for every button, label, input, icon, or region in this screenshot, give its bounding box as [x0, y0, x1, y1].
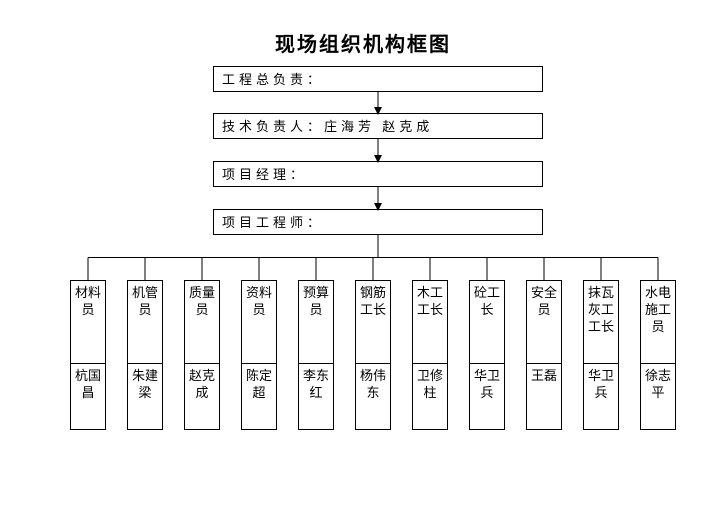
leaf-role: 砼工长 — [470, 285, 504, 363]
leaf-role: 安全员 — [527, 285, 561, 363]
leaf-role: 机管员 — [128, 285, 162, 363]
leaf-role: 钢筋工长 — [356, 285, 390, 363]
leaf-box: 砼工长 华卫兵 — [469, 280, 505, 430]
leaf-box: 机管员 朱建梁 — [127, 280, 163, 430]
leaf-role: 预算员 — [299, 285, 333, 363]
leaf-box: 质量员 赵克成 — [184, 280, 220, 430]
leaf-role: 抹瓦灰工工长 — [584, 285, 618, 363]
leaf-box: 材料员 杭国昌 — [70, 280, 106, 430]
leaf-name: 华卫兵 — [470, 364, 504, 420]
leaf-role: 材料员 — [71, 285, 105, 363]
level-box-1: 技术负责人：庄海芳 赵克成 — [213, 113, 543, 139]
leaf-box: 资料员 陈定超 — [241, 280, 277, 430]
page-title: 现场组织机构框图 — [0, 28, 726, 57]
leaf-box: 水电施工员 徐志平 — [640, 280, 676, 430]
leaf-role: 水电施工员 — [641, 285, 675, 363]
leaf-name: 李东红 — [299, 364, 333, 420]
level-box-0: 工程总负责： — [213, 66, 543, 92]
level-box-3: 项目工程师： — [213, 209, 543, 235]
leaf-name: 陈定超 — [242, 364, 276, 420]
leaf-name: 杨伟东 — [356, 364, 390, 420]
leaf-role: 资料员 — [242, 285, 276, 363]
leaf-name: 卫修柱 — [413, 364, 447, 420]
leaf-name: 华卫兵 — [584, 364, 618, 420]
leaf-name: 徐志平 — [641, 364, 675, 420]
leaf-name: 杭国昌 — [71, 364, 105, 420]
leaf-role: 木工工长 — [413, 285, 447, 363]
level-box-2: 项目经理： — [213, 161, 543, 187]
leaf-name: 赵克成 — [185, 364, 219, 420]
leaf-box: 抹瓦灰工工长 华卫兵 — [583, 280, 619, 430]
leaf-box: 安全员 王磊 — [526, 280, 562, 430]
leaf-box: 钢筋工长 杨伟东 — [355, 280, 391, 430]
leaf-name: 朱建梁 — [128, 364, 162, 420]
leaf-box: 预算员 李东红 — [298, 280, 334, 430]
leaf-name: 王磊 — [527, 364, 561, 420]
leaf-box: 木工工长 卫修柱 — [412, 280, 448, 430]
leaf-role: 质量员 — [185, 285, 219, 363]
